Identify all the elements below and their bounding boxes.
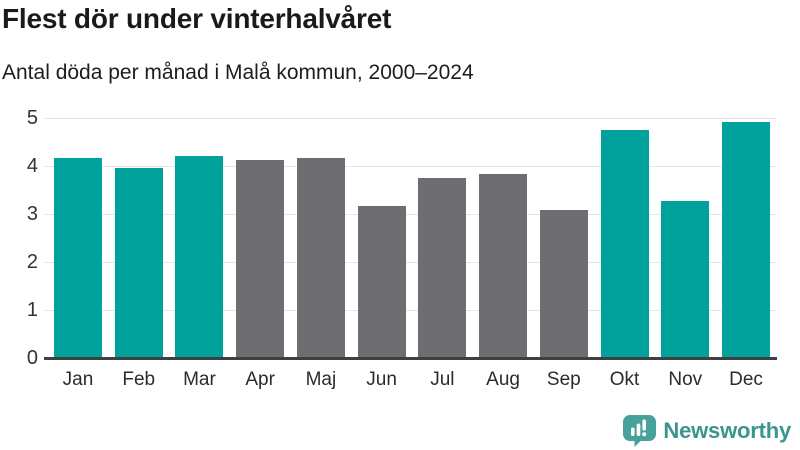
- bar: [296, 158, 345, 358]
- newsworthy-logo-icon: [623, 415, 657, 447]
- brand-wordmark: Newsworthy: [663, 418, 791, 443]
- bar: [357, 206, 406, 358]
- bar: [539, 210, 588, 358]
- bar-chart: 0 1 2 3 4 5 Jan Feb Mar Apr Maj Jun Jul Aug Sep Okt Nov D…: [26, 107, 777, 390]
- gridline: [44, 213, 777, 215]
- bar: [600, 129, 649, 358]
- bar: [114, 167, 163, 358]
- gridline: [44, 165, 777, 167]
- x-tick-label: Jun: [366, 369, 397, 390]
- bar: [418, 177, 467, 358]
- x-axis-line: [44, 356, 777, 360]
- gridline: [44, 261, 777, 263]
- y-tick-label: 4: [26, 155, 38, 177]
- bar: [175, 156, 224, 358]
- x-tick-label: Jan: [62, 369, 94, 390]
- x-tick-label: Mar: [183, 369, 216, 390]
- bar: [661, 200, 710, 358]
- page-title: Flest dör under vinterhalvåret: [2, 3, 392, 34]
- y-tick-label: 5: [26, 107, 38, 129]
- bar: [479, 173, 528, 358]
- bar: [236, 160, 285, 358]
- x-tick-label: Jul: [430, 369, 455, 390]
- gridline: [44, 309, 777, 311]
- x-tick-label: Sep: [546, 369, 581, 390]
- bar: [722, 121, 770, 358]
- x-tick-label: Feb: [122, 369, 156, 390]
- gridline: [44, 117, 777, 119]
- y-tick-label: 0: [26, 347, 38, 369]
- y-tick-label: 2: [26, 251, 38, 273]
- chart-subtitle: Antal döda per månad i Malå kommun, 2000…: [2, 61, 474, 84]
- x-tick-label: Maj: [305, 369, 337, 390]
- x-tick-label: Apr: [245, 369, 275, 390]
- newsworthy-brand: Newsworthy: [623, 415, 791, 447]
- x-tick-label: Okt: [609, 369, 640, 390]
- bar: [54, 158, 102, 358]
- x-tick-label: Aug: [486, 369, 520, 390]
- x-tick-label: Nov: [668, 369, 703, 390]
- x-tick-label: Dec: [729, 369, 763, 390]
- y-tick-label: 3: [26, 203, 38, 225]
- y-tick-label: 1: [26, 299, 38, 321]
